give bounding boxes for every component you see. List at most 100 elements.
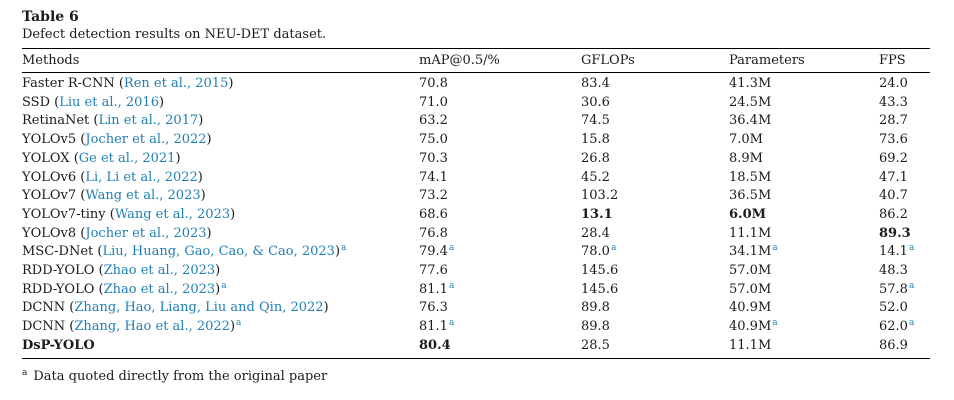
fps-value: 69.2 bbox=[879, 150, 908, 166]
fps-value: 48.3 bbox=[879, 263, 908, 279]
parameters-value-cell: 34.1Ma bbox=[729, 243, 879, 262]
fps-value: 57.8 bbox=[879, 281, 908, 297]
method-cell: RDD-YOLO (Zhao et al., 2023)a bbox=[22, 280, 227, 297]
method-cell: YOLOv5 (Jocher et al., 2022) bbox=[22, 132, 212, 148]
gflops-value: 15.8 bbox=[581, 132, 610, 148]
map-value: 63.2 bbox=[419, 113, 448, 129]
footnote-ref[interactable]: a bbox=[908, 280, 915, 291]
footnote-ref[interactable]: a bbox=[908, 318, 915, 329]
gflops-value-cell: 74.5 bbox=[581, 112, 729, 131]
parameters-value-cell: 18.5M bbox=[729, 169, 879, 188]
gflops-value: 145.6 bbox=[581, 281, 619, 297]
map-value-cell: 77.6 bbox=[419, 262, 581, 281]
map-value: 81.1 bbox=[419, 319, 448, 335]
gflops-value-cell: 15.8 bbox=[581, 131, 729, 150]
map-value-cell: 70.8 bbox=[419, 73, 581, 94]
gflops-value-cell: 145.6 bbox=[581, 281, 729, 300]
method-cell: Faster R-CNN (Ren et al., 2015) bbox=[22, 76, 234, 91]
parameters-value-cell: 7.0M bbox=[729, 131, 879, 150]
method-name: YOLOv7 bbox=[22, 188, 77, 204]
method-cell: YOLOv8 (Jocher et al., 2023) bbox=[22, 225, 212, 241]
citation-link[interactable]: Ren et al., 2015 bbox=[123, 76, 229, 91]
fps-value: 47.1 bbox=[879, 169, 908, 185]
method-name: Faster R-CNN bbox=[22, 76, 115, 91]
method-cell: RDD-YOLO (Zhao et al., 2023) bbox=[22, 263, 221, 279]
method-name: DCNN bbox=[22, 300, 66, 316]
citation-link[interactable]: Liu et al., 2016 bbox=[59, 94, 159, 110]
method-name: YOLOv5 bbox=[22, 132, 77, 148]
fps-value-cell: 40.7 bbox=[879, 187, 930, 206]
gflops-value-cell: 145.6 bbox=[581, 262, 729, 281]
gflops-value: 83.4 bbox=[581, 76, 610, 91]
method-cell: DCNN (Zhang, Hao, Liang, Liu and Qin, 20… bbox=[22, 300, 329, 316]
map-value-cell: 76.3 bbox=[419, 299, 581, 318]
method-name: RDD-YOLO bbox=[22, 281, 95, 297]
citation-link[interactable]: Jocher et al., 2022 bbox=[85, 132, 207, 148]
gflops-value: 103.2 bbox=[581, 188, 619, 204]
map-value: 74.1 bbox=[419, 169, 448, 185]
footnote-ref[interactable]: a bbox=[772, 243, 778, 254]
parameters-value: 8.9M bbox=[729, 150, 763, 166]
table-row: YOLOX (Ge et al., 2021) 70.3 26.8 8.9M 69.2 bbox=[22, 150, 930, 169]
parameters-value-cell: 24.5M bbox=[729, 94, 879, 113]
citation-link[interactable]: Jocher et al., 2023 bbox=[85, 225, 207, 241]
map-value: 79.4 bbox=[419, 244, 448, 260]
fps-value-cell: 43.3 bbox=[879, 94, 930, 113]
footnote-ref[interactable]: a bbox=[772, 318, 778, 329]
parameters-value-cell: 36.4M bbox=[729, 112, 879, 131]
fps-value-cell: 47.1 bbox=[879, 169, 930, 188]
citation-link[interactable]: Li, Li et al., 2022 bbox=[85, 169, 198, 185]
footnote-mark: a bbox=[22, 367, 28, 378]
citation-link[interactable]: Zhang, Hao, Liang, Liu and Qin, 2022 bbox=[74, 300, 324, 316]
parameters-value: 34.1M bbox=[729, 244, 772, 260]
citation-link[interactable]: Zhao et al., 2023 bbox=[103, 281, 216, 297]
footnote-ref[interactable]: a bbox=[610, 243, 617, 254]
citation-link[interactable]: Wang et al., 2023 bbox=[85, 188, 201, 204]
citation-link[interactable]: Zhang, Hao et al., 2022 bbox=[74, 319, 230, 335]
citation-link[interactable]: Zhao et al., 2023 bbox=[103, 263, 216, 279]
parameters-value: 57.0M bbox=[729, 281, 772, 297]
map-value-cell: 79.4a bbox=[419, 243, 581, 262]
gflops-value-cell: 78.0a bbox=[581, 243, 729, 262]
citation-link[interactable]: Liu, Huang, Gao, Cao, & Cao, 2023 bbox=[102, 244, 335, 260]
footnote-ref[interactable]: a bbox=[448, 243, 455, 254]
table-row: RDD-YOLO (Zhao et al., 2023) 77.6 145.6 57.… bbox=[22, 262, 930, 281]
footnote-ref[interactable]: a bbox=[221, 280, 227, 291]
footnote-ref[interactable]: a bbox=[448, 318, 455, 329]
method-name: YOLOv6 bbox=[22, 169, 77, 185]
header-methods: Methods bbox=[22, 53, 80, 68]
table-row: Faster R-CNN (Ren et al., 2015) 70.8 83.4 4… bbox=[22, 73, 930, 94]
header-row: Methods mAP@0.5/% GFLOPs Parameters FPS bbox=[22, 48, 930, 73]
map-value-cell: 70.3 bbox=[419, 150, 581, 169]
parameters-value-cell: 57.0M bbox=[729, 262, 879, 281]
map-value-cell: 80.4 bbox=[419, 337, 581, 358]
parameters-value: 36.4M bbox=[729, 113, 772, 129]
footnote-ref[interactable]: a bbox=[448, 280, 455, 291]
footnote-ref[interactable]: a bbox=[908, 243, 915, 254]
gflops-value: 28.4 bbox=[581, 225, 610, 241]
table-row: DCNN (Zhang, Hao et al., 2022)a 81.1a 89.8… bbox=[22, 318, 930, 337]
parameters-value: 40.9M bbox=[729, 300, 772, 316]
table-row: MSC-DNet (Liu, Huang, Gao, Cao, & Cao, 2… bbox=[22, 243, 930, 262]
gflops-value: 89.8 bbox=[581, 319, 610, 335]
method-cell: DsP-YOLO bbox=[22, 337, 419, 358]
method-name: YOLOv7-tiny bbox=[22, 206, 106, 222]
map-value: 70.3 bbox=[419, 150, 448, 166]
fps-value: 28.7 bbox=[879, 113, 908, 129]
map-value-cell: 75.0 bbox=[419, 131, 581, 150]
footnote-ref[interactable]: a bbox=[341, 243, 347, 254]
citation-link[interactable]: Ge et al., 2021 bbox=[78, 150, 176, 166]
map-value-cell: 74.1 bbox=[419, 169, 581, 188]
table-body: Faster R-CNN (Ren et al., 2015) 70.8 83.4 4… bbox=[22, 73, 930, 359]
table-row: YOLOv8 (Jocher et al., 2023) 76.8 28.4 11.1… bbox=[22, 225, 930, 244]
citation-link[interactable]: Wang et al., 2023 bbox=[114, 206, 231, 222]
parameters-value: 57.0M bbox=[729, 263, 772, 279]
citation-link[interactable]: Lin et al., 2017 bbox=[98, 113, 199, 129]
footnote-ref[interactable]: a bbox=[236, 318, 242, 329]
method-name: DCNN bbox=[22, 319, 66, 335]
map-value: 70.8 bbox=[419, 76, 448, 91]
method-cell: MSC-DNet (Liu, Huang, Gao, Cao, & Cao, 2… bbox=[22, 243, 347, 260]
parameters-value: 41.3M bbox=[729, 76, 772, 91]
gflops-value: 78.0 bbox=[581, 244, 610, 260]
method-cell: YOLOv7-tiny (Wang et al., 2023) bbox=[22, 206, 236, 222]
